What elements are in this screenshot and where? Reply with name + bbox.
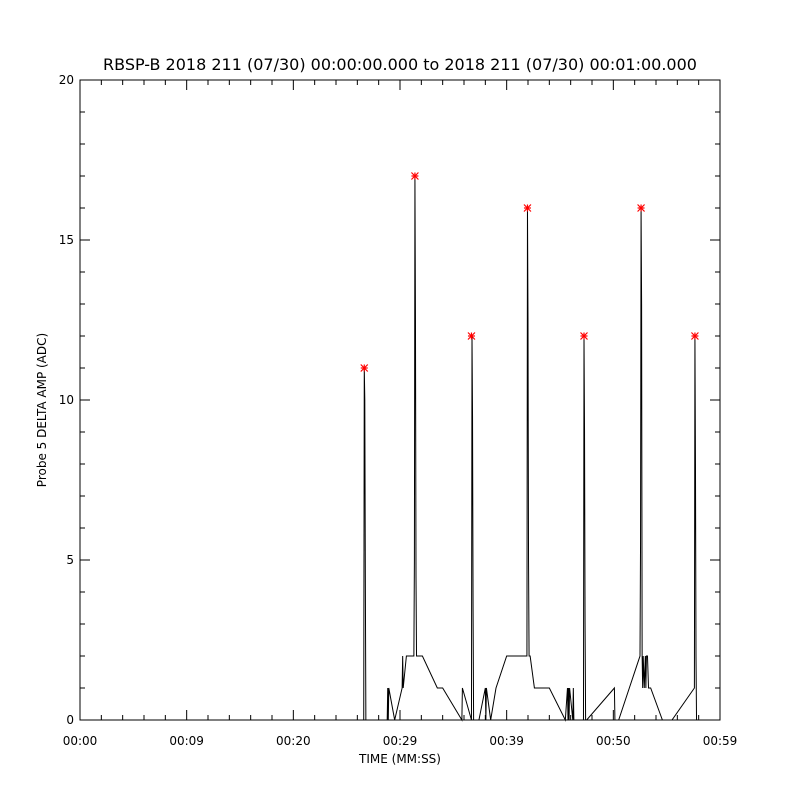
peak-marker: [637, 204, 645, 212]
y-tick-label: 20: [59, 73, 74, 87]
peak-marker-stroke: [580, 332, 588, 340]
x-axis-title: TIME (MM:SS): [358, 752, 441, 766]
series-line: [80, 175, 720, 722]
y-axis-ticks: 0 5 10 15 20: [59, 73, 720, 727]
x-tick-label: 00:29: [383, 734, 418, 748]
peak-marker-stroke: [467, 332, 476, 340]
peak-marker-stroke: [691, 332, 699, 340]
x-tick-label: 00:09: [169, 734, 204, 748]
y-axis-title: Probe 5 DELTA AMP (ADC): [35, 333, 49, 487]
y-tick-label: 5: [66, 553, 74, 567]
y-tick-label: 15: [59, 233, 74, 247]
peak-marker: [467, 332, 476, 340]
plot-frame: [79, 79, 721, 721]
peak-markers: [360, 172, 699, 372]
peak-marker-stroke: [637, 204, 645, 212]
peak-marker: [691, 332, 699, 340]
x-tick-label: 00:59: [703, 734, 738, 748]
chart-title: RBSP-B 2018 211 (07/30) 00:00:00.000 to …: [103, 55, 697, 74]
peak-marker: [360, 364, 369, 372]
peak-marker-stroke: [411, 172, 419, 180]
x-tick-label: 00:20: [276, 734, 311, 748]
series-group: [80, 175, 720, 722]
peak-marker: [580, 332, 588, 340]
y-tick-label: 10: [59, 393, 74, 407]
x-tick-label: 00:39: [489, 734, 524, 748]
peak-marker-stroke: [360, 364, 369, 372]
peak-marker: [523, 204, 532, 212]
x-axis-ticks: 00:00 00:09 00:20 00:29 00:39 00:50 00:59: [63, 80, 738, 748]
peak-marker-stroke: [523, 204, 532, 212]
y-tick-label: 0: [66, 713, 74, 727]
peak-marker: [411, 172, 419, 180]
x-tick-label: 00:50: [596, 734, 631, 748]
x-tick-label: 00:00: [63, 734, 98, 748]
